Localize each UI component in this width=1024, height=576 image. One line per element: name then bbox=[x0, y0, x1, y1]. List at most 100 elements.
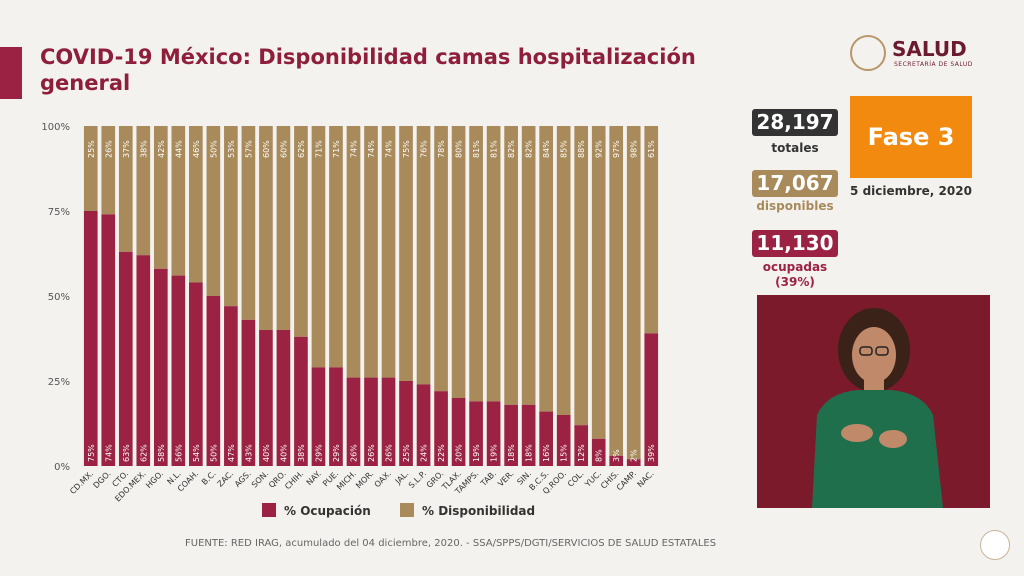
bar-disponibilidad bbox=[574, 126, 589, 426]
data-label-disponibilidad: 25% bbox=[87, 140, 96, 158]
bar-ocupacion bbox=[486, 401, 501, 466]
disponibles-label: disponibles bbox=[756, 199, 834, 213]
bar-disponibilidad bbox=[241, 126, 256, 320]
bar-ocupacion bbox=[644, 333, 659, 466]
data-label-disponibilidad: 84% bbox=[542, 140, 551, 158]
y-tick-label: 75% bbox=[48, 207, 70, 218]
bar-disponibilidad bbox=[329, 126, 343, 368]
category-label: TAB. bbox=[478, 469, 498, 489]
category-label: HGO. bbox=[144, 469, 165, 490]
bar-disponibilidad bbox=[434, 126, 448, 392]
bar-disponibilidad bbox=[416, 126, 431, 385]
data-label-ocupacion: 24% bbox=[420, 444, 429, 462]
data-label-ocupacion: 19% bbox=[472, 444, 481, 462]
data-label-disponibilidad: 74% bbox=[367, 140, 376, 158]
data-label-ocupacion: 25% bbox=[402, 444, 411, 462]
data-label-disponibilidad: 81% bbox=[472, 140, 481, 158]
category-label: CHIH. bbox=[283, 469, 305, 491]
data-label-disponibilidad: 82% bbox=[507, 140, 516, 158]
data-label-disponibilidad: 81% bbox=[490, 140, 499, 158]
bar-ocupacion bbox=[259, 330, 273, 466]
data-label-ocupacion: 19% bbox=[490, 444, 499, 462]
bar-disponibilidad bbox=[609, 126, 624, 456]
legend-swatch-disponibilidad bbox=[400, 503, 414, 517]
title-accent-bar bbox=[0, 47, 22, 99]
data-label-disponibilidad: 74% bbox=[349, 140, 358, 158]
stacked-bar-chart: 0% 25% 50% 75% 100% 25% 75% CD.MX. 26% 74% DGO. 37%… bbox=[41, 122, 659, 518]
ocupadas-label: ocupadas bbox=[762, 260, 828, 274]
bar-ocupacion bbox=[136, 255, 151, 466]
data-label-disponibilidad: 44% bbox=[174, 140, 183, 158]
data-label-ocupacion: 63% bbox=[122, 444, 131, 462]
bar-ocupacion bbox=[311, 367, 326, 466]
data-label-ocupacion: 20% bbox=[455, 444, 464, 462]
legend-swatch-ocupacion bbox=[262, 503, 276, 517]
data-label-ocupacion: 12% bbox=[577, 444, 586, 462]
category-label: B.C. bbox=[200, 469, 218, 487]
bar-ocupacion bbox=[556, 415, 571, 466]
data-label-ocupacion: 15% bbox=[560, 444, 569, 462]
bar-disponibilidad bbox=[539, 126, 553, 412]
data-label-disponibilidad: 46% bbox=[192, 140, 201, 158]
data-label-ocupacion: 58% bbox=[157, 444, 166, 462]
page-title: COVID-19 México: Disponibilidad camas ho… bbox=[40, 45, 696, 95]
bar-disponibilidad bbox=[83, 126, 98, 211]
bar-ocupacion bbox=[153, 268, 168, 466]
data-label-ocupacion: 39% bbox=[647, 444, 656, 462]
bar-disponibilidad bbox=[206, 126, 221, 296]
bar-disponibilidad bbox=[556, 126, 571, 415]
disponibles-value: 17,067 bbox=[752, 170, 838, 197]
y-tick-label: 50% bbox=[48, 292, 70, 303]
data-label-ocupacion: 38% bbox=[297, 444, 306, 462]
bar-disponibilidad bbox=[189, 126, 203, 283]
bar-ocupacion bbox=[346, 377, 361, 466]
totales-label: totales bbox=[771, 141, 819, 155]
data-label-ocupacion: 56% bbox=[174, 444, 183, 462]
bar-ocupacion bbox=[381, 377, 396, 466]
data-label-disponibilidad: 97% bbox=[612, 140, 621, 158]
bar-disponibilidad bbox=[626, 126, 641, 460]
bar-disponibilidad bbox=[311, 126, 326, 368]
data-label-disponibilidad: 60% bbox=[262, 140, 271, 158]
logo-subtitle: SECRETARÍA DE SALUD bbox=[894, 61, 973, 68]
data-label-disponibilidad: 76% bbox=[420, 140, 429, 158]
bar-disponibilidad bbox=[171, 126, 186, 276]
category-label: COL. bbox=[566, 469, 586, 489]
bar-ocupacion bbox=[434, 391, 448, 466]
bar-ocupacion bbox=[83, 211, 98, 466]
totales-value: 28,197 bbox=[752, 109, 838, 136]
data-label-ocupacion: 18% bbox=[507, 444, 516, 462]
bar-disponibilidad bbox=[486, 126, 501, 402]
ocupadas-value: 11,130 bbox=[752, 230, 838, 257]
bar-ocupacion bbox=[451, 398, 466, 466]
report-date: 5 diciembre, 2020 bbox=[850, 184, 972, 198]
salud-logo: SALUD SECRETARÍA DE SALUD bbox=[850, 35, 980, 75]
data-label-ocupacion: 26% bbox=[385, 444, 394, 462]
bar-ocupacion bbox=[539, 411, 553, 466]
category-label: OAX. bbox=[373, 469, 393, 489]
data-label-ocupacion: 2% bbox=[630, 449, 639, 462]
category-label: ZAC. bbox=[216, 469, 236, 489]
category-label: VER. bbox=[496, 469, 515, 488]
bar-ocupacion bbox=[224, 306, 238, 466]
category-label: S.L.P. bbox=[407, 469, 428, 490]
data-label-disponibilidad: 62% bbox=[297, 140, 306, 158]
data-label-disponibilidad: 78% bbox=[437, 140, 446, 158]
data-label-disponibilidad: 38% bbox=[139, 140, 148, 158]
data-label-disponibilidad: 98% bbox=[630, 140, 639, 158]
bar-disponibilidad bbox=[259, 126, 273, 330]
bar-disponibilidad bbox=[101, 126, 116, 215]
bar-ocupacion bbox=[609, 455, 624, 466]
data-label-disponibilidad: 50% bbox=[209, 140, 218, 158]
bar-ocupacion bbox=[329, 367, 343, 466]
category-label: CD.MX. bbox=[68, 469, 95, 496]
data-label-disponibilidad: 82% bbox=[525, 140, 534, 158]
bar-disponibilidad bbox=[136, 126, 151, 256]
legend-label-ocupacion: % Ocupación bbox=[284, 504, 371, 518]
data-label-ocupacion: 22% bbox=[437, 444, 446, 462]
data-label-ocupacion: 74% bbox=[104, 444, 113, 462]
y-tick-label: 100% bbox=[41, 122, 70, 133]
data-label-disponibilidad: 88% bbox=[577, 140, 586, 158]
data-label-ocupacion: 50% bbox=[209, 444, 218, 462]
data-label-ocupacion: 54% bbox=[192, 444, 201, 462]
